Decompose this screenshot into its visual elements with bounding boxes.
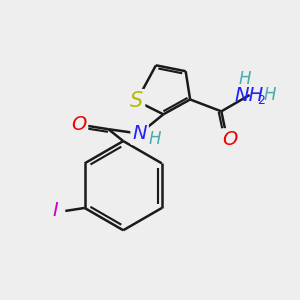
Text: O: O bbox=[71, 115, 86, 134]
Text: 2: 2 bbox=[257, 94, 265, 107]
Text: NH: NH bbox=[235, 85, 264, 104]
Text: H: H bbox=[263, 86, 276, 104]
Text: H: H bbox=[149, 130, 161, 148]
Text: N: N bbox=[132, 124, 147, 143]
Text: I: I bbox=[52, 201, 58, 220]
Text: O: O bbox=[223, 130, 238, 149]
Text: H: H bbox=[239, 70, 251, 88]
Text: S: S bbox=[130, 91, 143, 111]
